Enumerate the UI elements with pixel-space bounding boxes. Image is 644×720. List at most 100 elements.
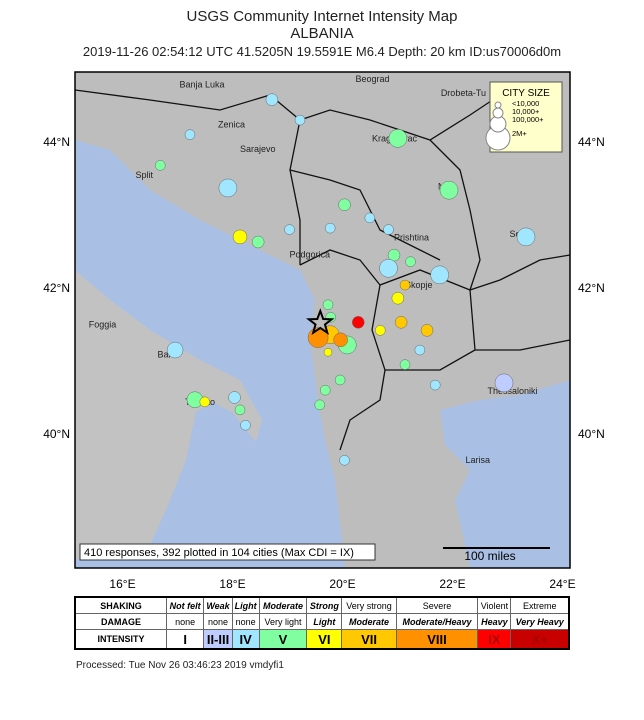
scale-text: 100 miles: [464, 549, 515, 563]
response-point: [364, 212, 376, 224]
shaking-cell: Moderate: [258, 596, 308, 614]
response-point: [388, 129, 408, 148]
intensity-cell: I: [165, 629, 205, 650]
shaking-cell: Very strong: [341, 596, 397, 614]
processed-text: Processed: Tue Nov 26 03:46:23 2019 vmdy…: [76, 660, 284, 671]
intensity-label: INTENSITY: [74, 629, 167, 650]
lat-tick-label: 44°N: [578, 135, 605, 149]
city-label: Foggia: [89, 319, 117, 329]
response-point: [294, 114, 306, 126]
response-point: [314, 399, 325, 411]
response-point: [322, 299, 334, 311]
response-point: [324, 222, 336, 234]
response-point: [228, 391, 241, 404]
damage-label: DAMAGE: [74, 613, 167, 630]
shaking-cell: Severe: [395, 596, 479, 614]
city-size-circles: [485, 101, 511, 151]
lon-tick-label: 18°E: [219, 577, 245, 591]
response-point: [420, 324, 434, 337]
city-label: Prishtina: [394, 233, 429, 243]
shaking-cell: Not felt: [165, 596, 205, 614]
lon-tick-label: 16°E: [109, 577, 135, 591]
response-point: [399, 359, 411, 370]
lon-tick-label: 24°E: [549, 577, 575, 591]
shaking-cell: Strong: [306, 596, 343, 614]
damage-cell: Very light: [258, 613, 308, 630]
responses-text: 410 responses, 392 plotted in 104 cities…: [84, 547, 354, 559]
city-label: Bari: [158, 349, 174, 359]
response-point: [414, 344, 426, 356]
response-point: [234, 404, 246, 416]
response-point: [352, 316, 365, 329]
intensity-cell: VIII: [395, 629, 479, 650]
shaking-cell: Extreme: [510, 596, 570, 614]
response-point: [430, 265, 449, 285]
intensity-cell: II-III: [203, 629, 233, 650]
intensity-cell: IV: [231, 629, 260, 650]
damage-cell: none: [203, 613, 233, 630]
city-size-item: 10,000+: [512, 107, 540, 116]
intensity-legend: SHAKING Not felt Weak Light Moderate Strong Ve…: [74, 596, 570, 650]
response-point: [334, 374, 346, 386]
damage-cell: Moderate: [341, 613, 397, 630]
damage-cell: Moderate/Heavy: [395, 613, 479, 630]
city-size-title: CITY SIZE: [502, 88, 550, 99]
response-point: [439, 180, 459, 200]
axis-ticks: 16°E 18°E 20°E 22°E 24°E 44°N 44°N 42°N 42°N 40°N…: [43, 135, 605, 591]
lat-tick-label: 40°N: [578, 427, 605, 441]
lat-tick-label: 42°N: [43, 281, 70, 295]
response-point: [339, 455, 350, 466]
response-point: [399, 279, 411, 291]
response-point: [430, 379, 441, 391]
map-title: USGS Community Internet Intensity Map: [186, 8, 458, 25]
intensity-cell: VII: [341, 629, 397, 650]
intensity-cell: VI: [306, 629, 343, 650]
response-points: [155, 93, 536, 466]
response-point: [251, 235, 265, 249]
lat-tick-label: 40°N: [43, 427, 70, 441]
map-frame: [74, 71, 571, 569]
damage-cell: Light: [306, 613, 343, 630]
city-size-item: <10,000: [512, 99, 539, 108]
response-point: [166, 341, 184, 359]
response-point: [218, 178, 238, 198]
city-label: Skopje: [405, 280, 433, 290]
city-label: Podgorica: [290, 249, 331, 259]
response-point: [232, 229, 248, 245]
city-label: Drobeta-Tu: [441, 88, 486, 98]
lat-tick-label: 42°N: [578, 281, 605, 295]
damage-cell: none: [231, 613, 260, 630]
city-label: Split: [136, 170, 154, 180]
response-point: [240, 419, 251, 431]
response-point: [405, 256, 416, 267]
lon-tick-label: 22°E: [439, 577, 465, 591]
shaking-label: SHAKING: [74, 596, 167, 614]
city-size-item: 100,000+: [512, 115, 544, 124]
response-point: [338, 198, 351, 212]
response-point: [375, 325, 386, 336]
response-point: [320, 384, 331, 396]
city-label: Larisa: [466, 455, 491, 465]
city-label: Beograd: [356, 74, 390, 84]
response-point: [323, 347, 333, 357]
region-title: ALBANIA: [290, 25, 354, 42]
damage-cell: Heavy: [477, 613, 512, 630]
intensity-map: Banja Luka Beograd Drobeta-Tu Zenica Sarajev…: [43, 71, 605, 591]
response-point: [199, 396, 211, 408]
shaking-cell: Weak: [203, 596, 233, 614]
aegean-sea: [440, 380, 570, 568]
damage-cell: none: [165, 613, 205, 630]
response-point: [379, 259, 398, 278]
response-point: [394, 316, 408, 329]
response-point: [265, 93, 279, 106]
lon-tick-label: 20°E: [329, 577, 355, 591]
response-point: [391, 291, 405, 305]
responses-box: [79, 543, 376, 561]
response-point: [494, 373, 514, 393]
response-point: [155, 160, 166, 171]
shaking-cell: Light: [231, 596, 260, 614]
response-point: [516, 227, 536, 247]
country-borders: [75, 89, 570, 451]
city-size-item: 2M+: [512, 129, 527, 138]
response-point: [284, 224, 295, 235]
